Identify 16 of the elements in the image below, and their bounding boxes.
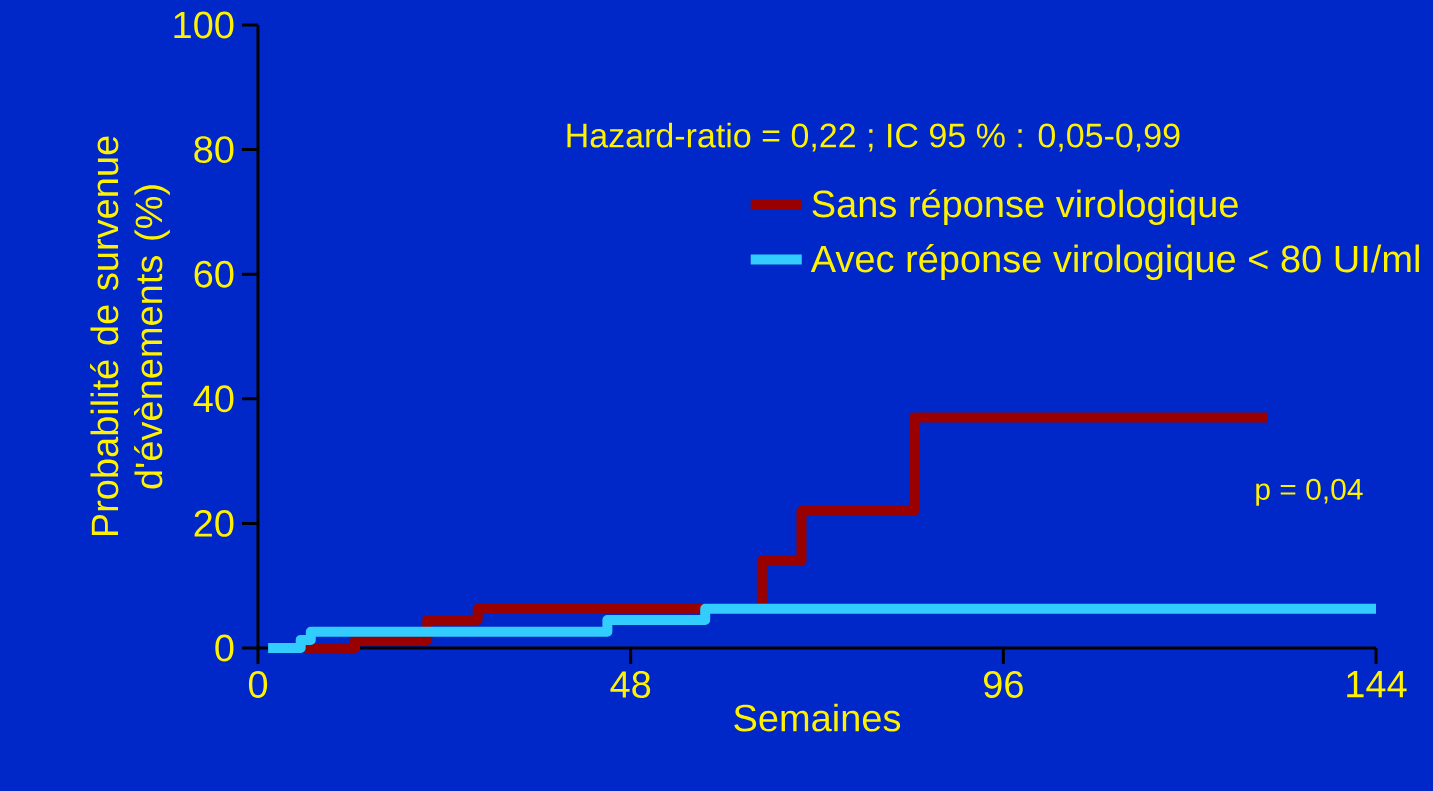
- legend-label: Sans réponse virologique: [812, 189, 1238, 225]
- y-tick-label: 100: [174, 11, 234, 39]
- x-tick-label: 96: [983, 671, 1023, 698]
- legend-label: Avec réponse virologique < 80 UI/ml: [810, 244, 1419, 280]
- annotation: p = 0,04: [1256, 478, 1363, 506]
- y-tick-label: 40: [193, 385, 234, 413]
- x-tick-label: 144: [1347, 671, 1407, 698]
- y-tick-label: 60: [194, 260, 234, 288]
- x-tick-label: 0: [248, 671, 268, 698]
- x-axis-title: Semaines: [734, 703, 901, 732]
- y-tick-label: 20: [194, 509, 234, 537]
- y-tick-label: 0: [215, 634, 234, 662]
- annotation: Hazard-ratio = 0,22 ; IC 95 % : 0,05-0,99: [567, 122, 1180, 152]
- y-tick-label: 80: [194, 136, 234, 164]
- y-axis-title: Probabilité de survenue d'évènements (%): [90, 136, 170, 536]
- x-tick-label: 48: [610, 671, 651, 698]
